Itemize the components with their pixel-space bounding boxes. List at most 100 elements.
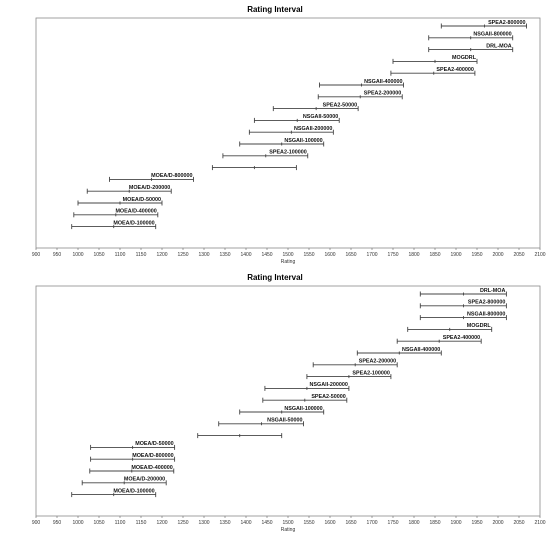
interval-bar: SPEA2-800000 [440, 20, 528, 29]
interval-label: MOEA/D-400000 [131, 465, 172, 471]
interval-bar [211, 165, 297, 171]
interval-label: SPEA2-200000 [359, 359, 396, 365]
x-tick-label: 1400 [240, 252, 251, 258]
interval-bar: MOGDRL [407, 323, 493, 332]
x-tick-label: 1000 [72, 252, 83, 258]
interval-bar: NSGAII-400000 [319, 79, 404, 88]
x-tick-label: 1250 [177, 520, 188, 526]
interval-label: MOEA/D-50000 [135, 441, 173, 447]
interval-label: MOEA/D-400000 [115, 209, 156, 215]
x-tick-label: 1500 [282, 520, 293, 526]
x-axis-label: Rating [281, 527, 296, 533]
interval-bar: NSGAII-200000 [248, 126, 334, 135]
interval-label: DRL-MOA [486, 43, 512, 49]
x-tick-label: 1150 [136, 252, 147, 258]
interval-bar: MOEA/D-100000 [71, 488, 157, 498]
interval-label: SPEA2-100000 [352, 370, 389, 376]
interval-bar: NSGAII-100000 [239, 406, 325, 415]
interval-label: DRL-MOA [480, 288, 506, 294]
chart-panel-top: Rating Interval 900 950 1000 1050 1100 1150 120… [32, 5, 546, 265]
interval-bar: SPEA2-100000 [222, 150, 309, 159]
interval-bar: MOEA/D-800000 [109, 173, 194, 182]
x-tick-label: 1200 [156, 252, 167, 258]
x-tick-label: 1800 [408, 252, 419, 258]
interval-label: NSGAII-50000 [303, 114, 338, 120]
x-tick-label: 1300 [198, 252, 209, 258]
x-tick-label: 1750 [387, 252, 398, 258]
interval-bar: NSGAII-400000 [356, 347, 442, 356]
x-tick-label: 1900 [450, 252, 461, 258]
chart-title: Rating Interval [247, 273, 303, 282]
x-tick-label: 900 [32, 252, 41, 258]
interval-bar: MOGDRL [392, 55, 478, 64]
x-tick-label: 1200 [156, 520, 167, 526]
interval-label: NSGAII-100000 [284, 138, 322, 144]
interval-label: SPEA2-400000 [443, 335, 480, 341]
interval-label: NSGAII-800000 [473, 32, 511, 38]
x-tick-label: 1150 [136, 520, 147, 526]
x-tick-label: 1600 [324, 520, 335, 526]
interval-bar: SPEA2-100000 [306, 370, 392, 380]
interval-label: NSGAII-400000 [364, 79, 402, 85]
x-tick-label: 1800 [408, 520, 419, 526]
x-tick-label: 1950 [471, 520, 482, 526]
x-tick-label: 2000 [492, 252, 503, 258]
interval-label: MOEA/D-50000 [123, 197, 161, 203]
x-tick-label: 2100 [534, 252, 545, 258]
interval-label: MOEA/D-100000 [113, 488, 154, 494]
x-tick-label: 2050 [513, 520, 524, 526]
x-tick-label: 1100 [115, 252, 126, 258]
interval-bar: MOEA/D-100000 [71, 220, 157, 230]
interval-label: MOEA/D-800000 [151, 173, 192, 179]
x-tick-label: 1700 [366, 520, 377, 526]
interval-bar: NSGAII-200000 [264, 382, 350, 391]
interval-bar: SPEA2-800000 [419, 300, 507, 309]
x-tick-label: 900 [32, 520, 41, 526]
interval-label: MOEA/D-200000 [129, 185, 170, 191]
x-tick-label: 1450 [261, 252, 272, 258]
interval-label: SPEA2-800000 [488, 20, 525, 26]
x-tick-label: 1850 [429, 520, 440, 526]
x-tick-label: 1350 [219, 252, 230, 258]
rating-interval-chart-bottom: Rating Interval 900 950 1000 1050 1100 1150 120… [32, 273, 546, 533]
x-tick-label: 1600 [324, 252, 335, 258]
interval-bar: SPEA2-200000 [312, 359, 398, 368]
interval-bar: SPEA2-200000 [317, 91, 403, 100]
x-tick-label: 1450 [261, 520, 272, 526]
interval-label: NSGAII-400000 [402, 347, 440, 353]
interval-bar: DRL-MOA [428, 43, 514, 53]
interval-bar: MOEA/D-200000 [81, 477, 167, 486]
interval-bar: MOEA/D-50000 [77, 197, 163, 206]
x-tick-label: 1550 [303, 520, 314, 526]
interval-label: MOEA/D-800000 [132, 453, 173, 459]
interval-label: SPEA2-200000 [364, 91, 401, 97]
interval-bar: NSGAII-100000 [239, 138, 325, 147]
interval-bar: MOEA/D-400000 [73, 209, 159, 218]
chart-panel-bottom: Rating Interval 900 950 1000 1050 1100 1150 120… [0, 268, 550, 536]
x-tick-label: 1650 [345, 520, 356, 526]
interval-label: MOGDRL [452, 55, 477, 61]
x-tick-label: 1050 [93, 520, 104, 526]
x-tick-label: 1300 [198, 520, 209, 526]
x-tick-label: 950 [53, 252, 62, 258]
interval-label: NSGAII-200000 [310, 382, 348, 388]
x-tick-label: 1500 [282, 252, 293, 258]
x-tick-label: 1950 [471, 252, 482, 258]
interval-bar: MOEA/D-200000 [86, 185, 172, 194]
x-tick-label: 2050 [513, 252, 524, 258]
interval-bar: NSGAII-50000 [218, 418, 304, 427]
x-tick-label: 2000 [492, 520, 503, 526]
interval-label: NSGAII-100000 [284, 406, 322, 412]
interval-bar: SPEA2-400000 [390, 67, 476, 76]
interval-bar [197, 433, 283, 439]
interval-label: MOEA/D-100000 [113, 220, 154, 226]
interval-bar: SPEA2-400000 [396, 335, 482, 344]
interval-label: SPEA2-800000 [468, 300, 505, 306]
x-tick-label: 2100 [534, 520, 545, 526]
plot-area [35, 285, 541, 517]
interval-label: SPEA2-400000 [436, 67, 473, 73]
interval-bar: DRL-MOA [419, 288, 507, 297]
rating-interval-chart-top: Rating Interval 900 950 1000 1050 1100 1150 120… [32, 5, 546, 265]
interval-label: SPEA2-100000 [269, 150, 306, 156]
x-tick-label: 1050 [93, 252, 104, 258]
